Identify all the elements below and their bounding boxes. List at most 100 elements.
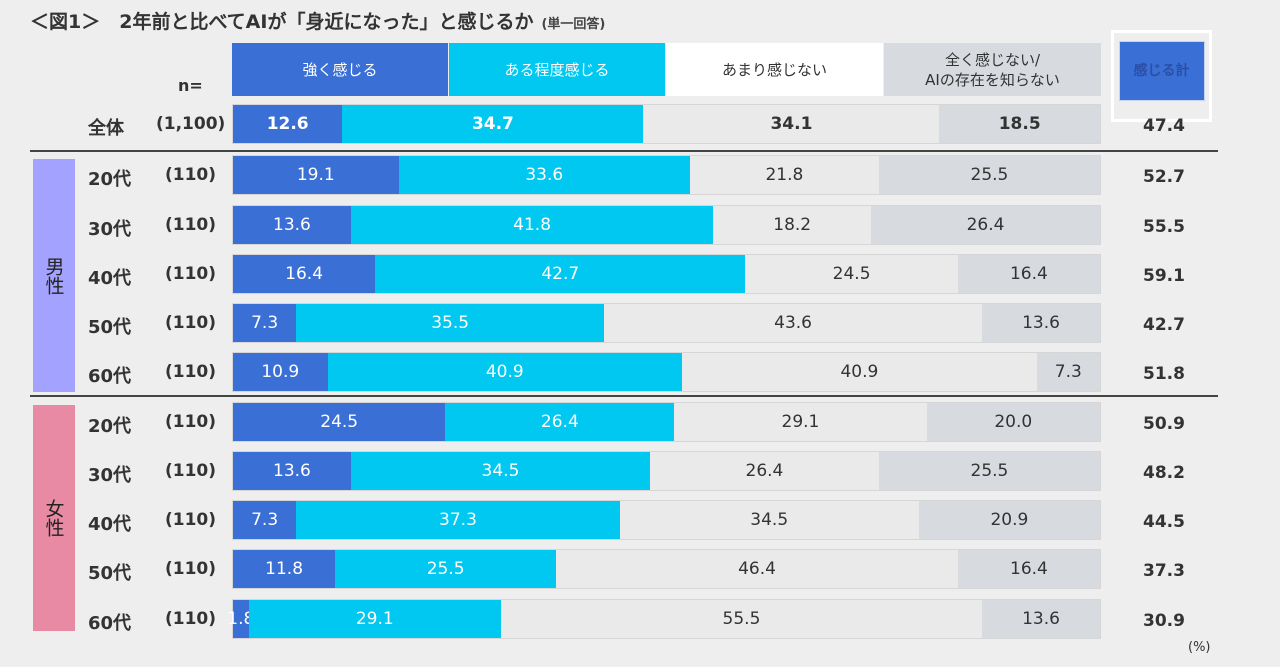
bar-seg-none: 13.6: [982, 600, 1100, 638]
legend-strong-label: 強く感じる: [302, 60, 378, 79]
row-label: 40代: [88, 514, 132, 535]
stacked-bar: 7.3 35.5 43.6 13.6: [232, 303, 1101, 343]
stacked-bar: 19.1 33.6 21.8 25.5: [232, 155, 1101, 195]
bar-seg-strong: 19.1: [233, 156, 399, 194]
bar-seg-none: 26.4: [871, 206, 1100, 244]
row-n: (110): [165, 412, 217, 432]
female-group-label: 女性: [33, 405, 75, 631]
bar-seg-none: 20.9: [918, 501, 1100, 539]
row-sum: 44.5: [1143, 512, 1185, 532]
bar-seg-some: 33.6: [398, 156, 690, 194]
bar-seg-notmuch: 40.9: [682, 353, 1037, 391]
legend-none-label: 全く感じない/ AIの存在を知らない: [925, 50, 1060, 89]
bar-seg-notmuch: 18.2: [713, 206, 872, 244]
row-sum: 59.1: [1143, 266, 1185, 286]
unit-label: (%): [1188, 640, 1211, 655]
row-sum: 50.9: [1143, 414, 1185, 434]
bar-seg-some: 35.5: [296, 304, 605, 342]
male-group-text: 男性: [42, 256, 65, 295]
row-sum: 42.7: [1143, 315, 1185, 335]
row-n: (110): [165, 165, 217, 185]
row-n: (110): [165, 510, 217, 530]
row-n: (110): [165, 215, 217, 235]
bar-seg-notmuch: 46.4: [556, 550, 958, 588]
row-sum: 48.2: [1143, 463, 1185, 483]
bar-seg-notmuch: 29.1: [674, 403, 927, 441]
row-label: 50代: [88, 563, 132, 584]
legend-some: ある程度感じる: [449, 43, 665, 96]
bar-seg-strong: 7.3: [233, 304, 297, 342]
bar-seg-strong: 10.9: [233, 353, 328, 391]
bar-seg-none: 16.4: [957, 255, 1100, 293]
row-label: 20代: [88, 169, 132, 190]
row-label: 60代: [88, 366, 132, 387]
stacked-bar: 24.5 26.4 29.1 20.0: [232, 402, 1101, 442]
bar-seg-some: 40.9: [327, 353, 683, 391]
bar-seg-strong: 7.3: [233, 501, 297, 539]
bar-seg-some: 29.1: [248, 600, 501, 638]
row-label: 30代: [88, 219, 132, 240]
row-sum: 51.8: [1143, 364, 1185, 384]
bar-seg-strong: 16.4: [233, 255, 376, 293]
bar-seg-strong: 24.5: [233, 403, 446, 441]
bar-seg-strong: 13.6: [233, 452, 351, 490]
row-n: (110): [165, 264, 217, 284]
stacked-bar: 1.8 29.1 55.5 13.6: [227, 599, 1101, 639]
legend-notmuch-label: あまり感じない: [721, 60, 827, 79]
stacked-bar: 11.8 25.5 46.4 16.4: [232, 549, 1101, 589]
bar-seg-notmuch: 34.5: [619, 501, 919, 539]
row-label: 20代: [88, 416, 132, 437]
bar-seg-some: 34.7: [342, 105, 644, 143]
row-n: (110): [165, 362, 217, 382]
row-n: (110): [165, 461, 217, 481]
divider-gender: [30, 395, 1218, 397]
bar-seg-notmuch: 26.4: [650, 452, 879, 490]
bar-seg-strong: 1.8: [227, 600, 254, 638]
bar-seg-strong: 11.8: [233, 550, 336, 588]
bar-seg-none: 13.6: [982, 304, 1100, 342]
row-sum: 47.4: [1143, 116, 1185, 136]
female-group-text: 女性: [42, 499, 65, 537]
legend-some-label: ある程度感じる: [504, 60, 610, 79]
bar-seg-notmuch: 21.8: [689, 156, 879, 194]
bar-seg-some: 42.7: [375, 255, 746, 293]
bar-seg-none: 25.5: [878, 452, 1100, 490]
legend-none: 全く感じない/ AIの存在を知らない: [884, 43, 1101, 96]
row-label: 全体: [88, 118, 124, 139]
stacked-bar: 7.3 37.3 34.5 20.9: [232, 500, 1101, 540]
stacked-bar: 13.6 34.5 26.4 25.5: [232, 451, 1101, 491]
stacked-bar: 10.9 40.9 40.9 7.3: [232, 352, 1101, 392]
row-label: 50代: [88, 317, 132, 338]
bar-seg-strong: 13.6: [233, 206, 351, 244]
bar-seg-notmuch: 34.1: [643, 105, 940, 143]
male-group-label: 男性: [33, 159, 75, 392]
row-sum: 55.5: [1143, 217, 1185, 237]
sum-header: 感じる計: [1111, 30, 1212, 122]
row-n: (110): [165, 313, 217, 333]
stacked-bar: 12.6 34.7 34.1 18.5: [232, 104, 1101, 144]
row-sum: 30.9: [1143, 611, 1185, 631]
row-n: (110): [165, 609, 217, 629]
row-label: 60代: [88, 613, 132, 634]
bar-seg-some: 41.8: [350, 206, 714, 244]
bar-seg-some: 26.4: [445, 403, 675, 441]
stacked-bar: 16.4 42.7 24.5 16.4: [232, 254, 1101, 294]
row-n: (1,100): [156, 114, 226, 134]
legend-notmuch: あまり感じない: [666, 43, 883, 96]
bar-seg-strong: 12.6: [233, 105, 343, 143]
divider-total: [30, 150, 1218, 152]
bar-seg-notmuch: 24.5: [745, 255, 958, 293]
chart-title-text: ＜図1＞ 2年前と比べてAIが「身近になった」と感じるか: [30, 11, 534, 33]
bar-seg-some: 34.5: [350, 452, 651, 490]
n-label: n=: [178, 76, 203, 95]
bar-seg-none: 25.5: [878, 156, 1100, 194]
stacked-bar: 13.6 41.8 18.2 26.4: [232, 205, 1101, 245]
bar-seg-none: 16.4: [957, 550, 1100, 588]
row-n: (110): [165, 559, 217, 579]
bar-seg-notmuch: 43.6: [604, 304, 983, 342]
bar-seg-none: 18.5: [939, 105, 1100, 143]
bar-seg-none: 20.0: [926, 403, 1100, 441]
row-label: 40代: [88, 268, 132, 289]
row-sum: 52.7: [1143, 167, 1185, 187]
bar-seg-none: 7.3: [1036, 353, 1100, 391]
